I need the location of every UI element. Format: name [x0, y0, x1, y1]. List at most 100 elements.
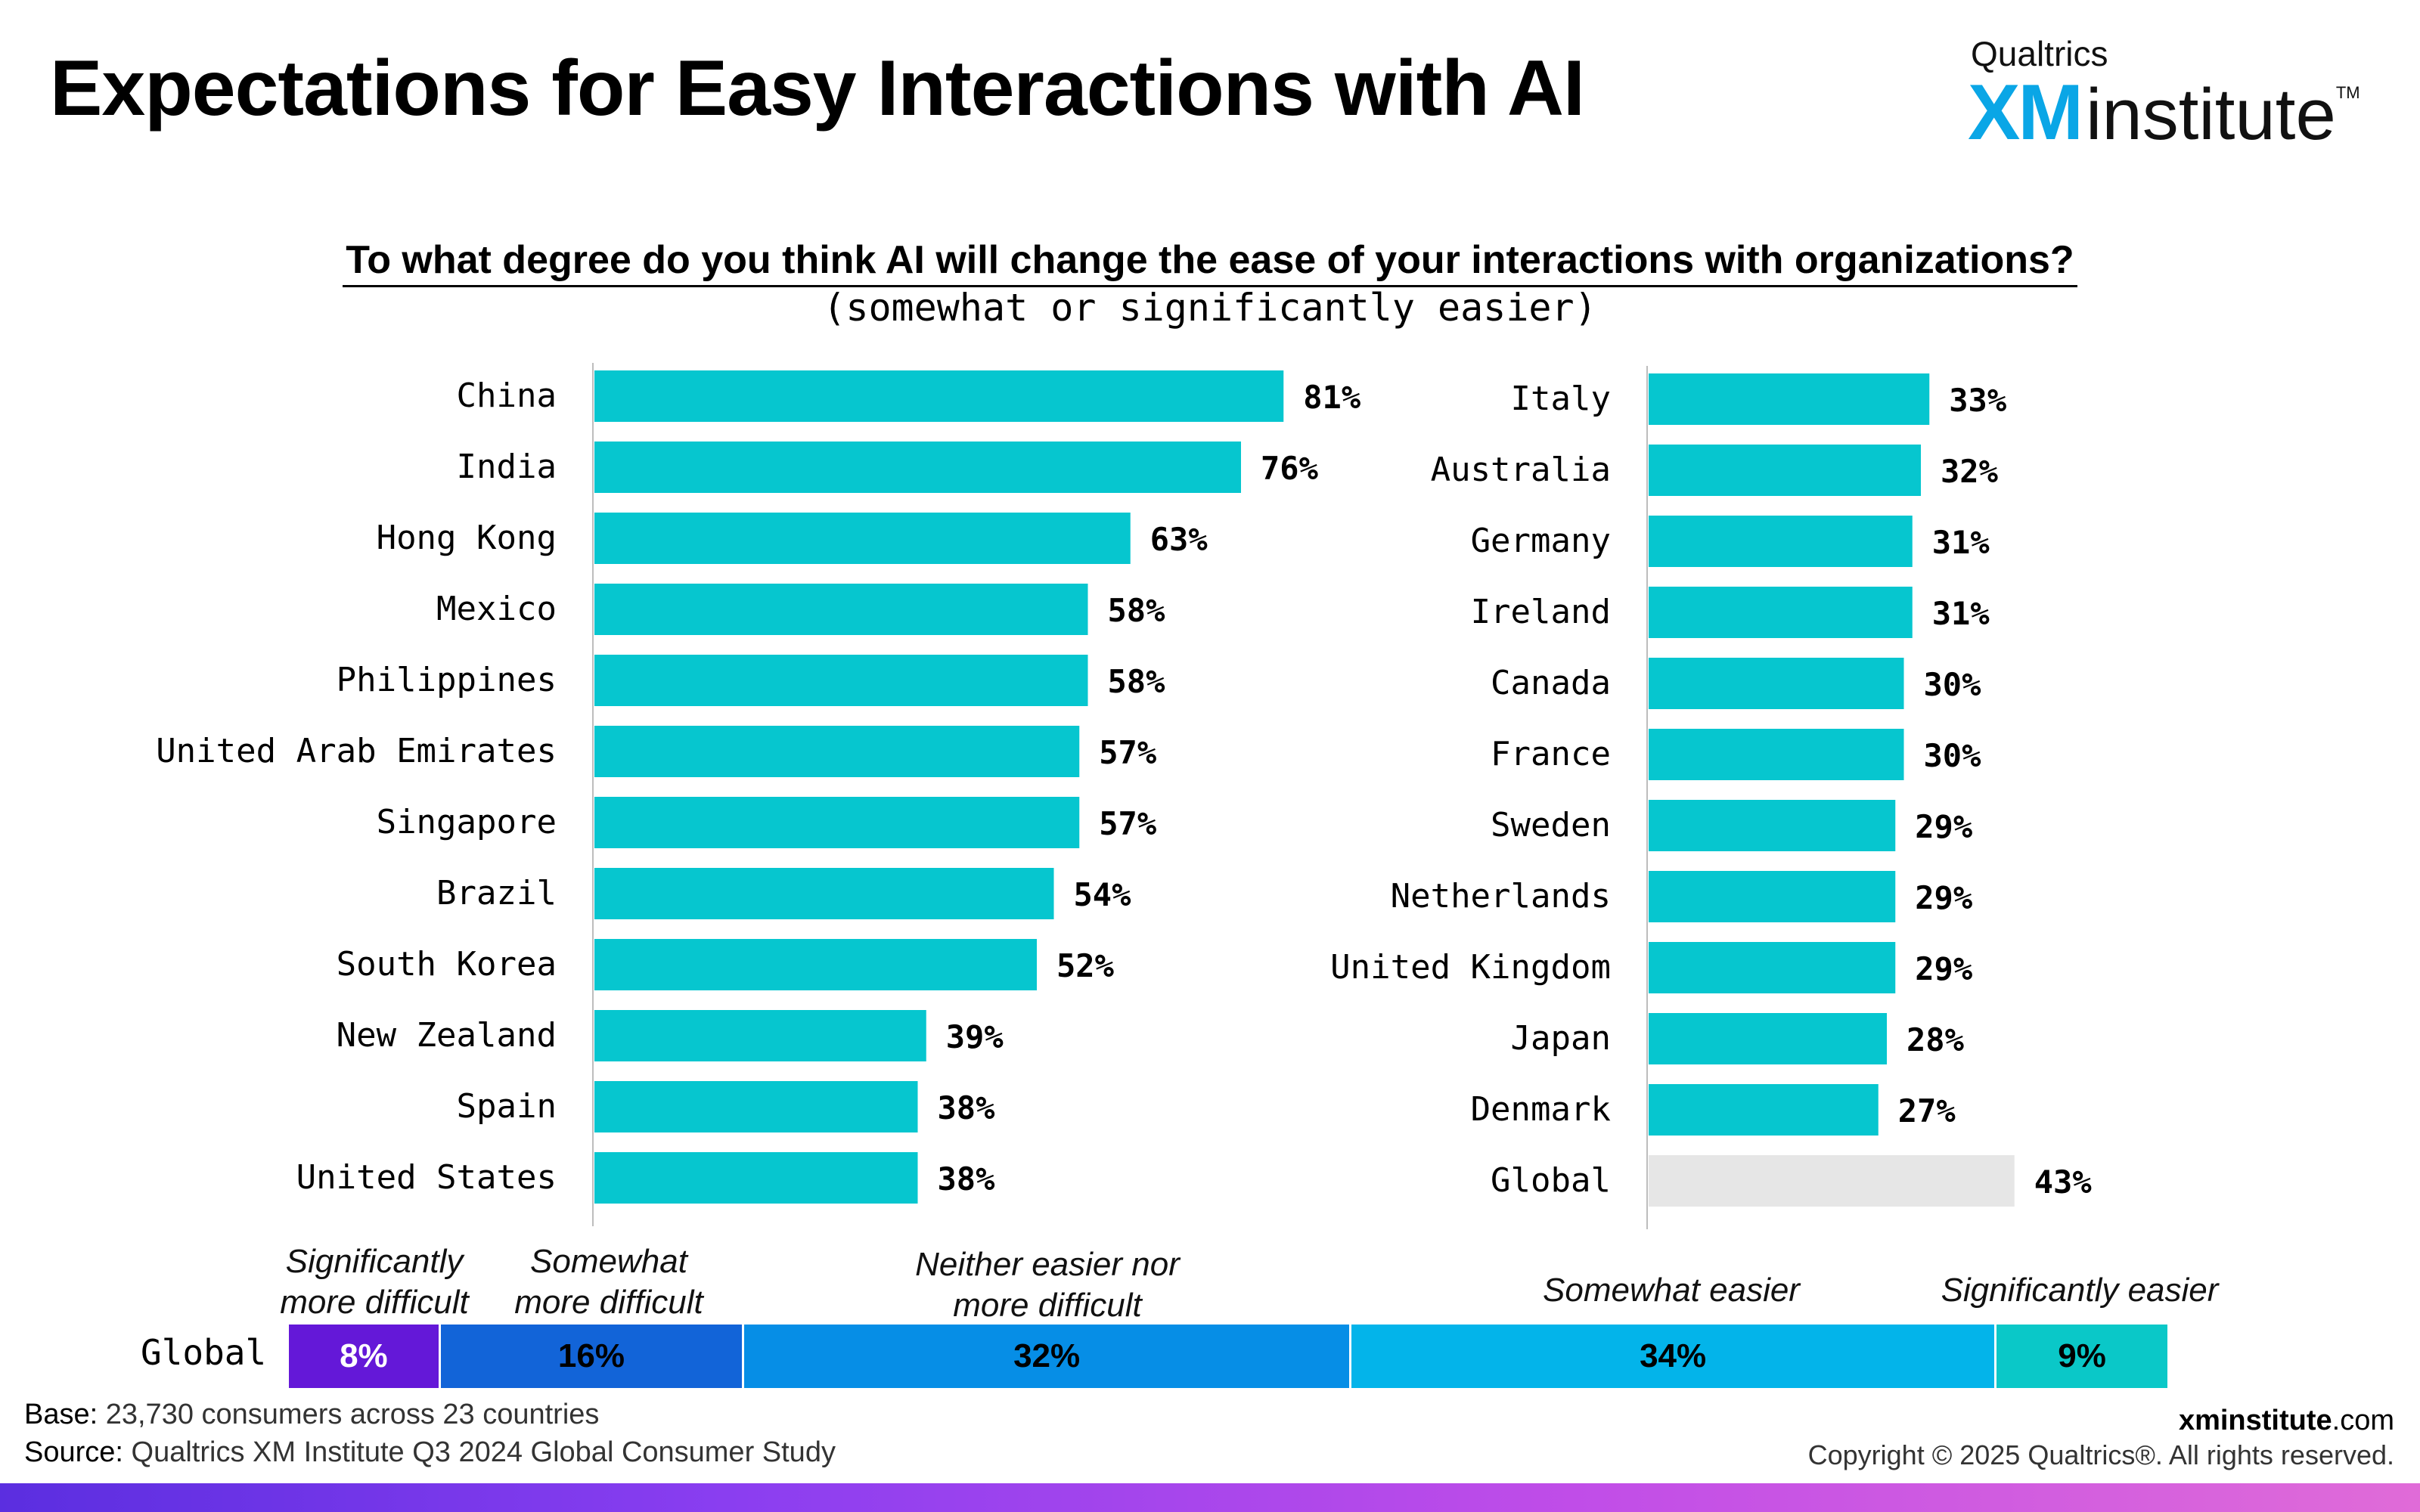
bar-germany	[1649, 516, 1913, 567]
bar-denmark	[1649, 1084, 1879, 1136]
data-label: 54%	[1074, 876, 1131, 913]
site-link[interactable]: xminstitute.com	[2178, 1405, 2394, 1436]
category-label: Japan	[1511, 1019, 1611, 1058]
category-label: Canada	[1491, 664, 1611, 702]
category-label: Spain	[457, 1087, 557, 1126]
source-key: Source:	[24, 1436, 123, 1468]
data-label: 43%	[2034, 1163, 2092, 1201]
data-label: 57%	[1099, 734, 1156, 771]
data-label: 57%	[1099, 805, 1156, 842]
bar-philippines	[594, 655, 1088, 706]
bottom-gradient-bar	[0, 1483, 2420, 1512]
data-label: 29%	[1915, 950, 1972, 987]
base-text: 23,730 consumers across 23 countries	[98, 1399, 600, 1430]
category-label: New Zealand	[337, 1016, 557, 1055]
logo-trademark: TM	[2335, 83, 2360, 102]
data-label: 58%	[1108, 663, 1165, 700]
bar-united-kingdom	[1649, 942, 1896, 993]
category-label: Italy	[1511, 380, 1611, 418]
bar-italy	[1649, 373, 1930, 425]
chart-question-text: To what degree do you think AI will chan…	[343, 238, 2077, 287]
data-label: 52%	[1056, 947, 1114, 984]
category-label: South Korea	[337, 945, 557, 984]
bar-spain	[594, 1081, 918, 1132]
data-label: 29%	[1915, 808, 1972, 845]
data-label: 32%	[1941, 453, 1998, 490]
source-text: Qualtrics XM Institute Q3 2024 Global Co…	[123, 1436, 836, 1468]
legend-some-easier: Somewhat easier	[1543, 1272, 1800, 1309]
bar-singapore	[594, 797, 1080, 848]
data-label: 63%	[1150, 521, 1208, 558]
category-label: Hong Kong	[377, 519, 557, 557]
data-label: 27%	[1898, 1092, 1956, 1129]
logo-xm: XM	[1968, 69, 2083, 156]
chart-question: To what degree do you think AI will chan…	[0, 237, 2420, 287]
category-label: Philippines	[337, 661, 557, 699]
stack-segment-significantly-easier: 9%	[1996, 1325, 2167, 1388]
data-label: 31%	[1932, 524, 1990, 561]
stacked-row-label: Global	[141, 1332, 267, 1373]
footer-right: xminstitute.com Copyright © 2025 Qualtri…	[1808, 1403, 2394, 1473]
bar-china	[594, 370, 1284, 422]
stack-segment-significantly-more-difficult: 8%	[289, 1325, 441, 1388]
data-label: 28%	[1907, 1021, 1964, 1058]
bar-new-zealand	[594, 1010, 926, 1061]
logo-institute: institute	[2086, 74, 2336, 155]
bar-ireland	[1649, 587, 1913, 638]
stack-segment-somewhat-easier: 34%	[1351, 1325, 1997, 1388]
footer-base-source: Base: 23,730 consumers across 23 countri…	[24, 1396, 836, 1471]
category-label: China	[457, 376, 557, 415]
base-key: Base:	[24, 1399, 98, 1430]
bar-brazil	[594, 868, 1054, 919]
data-label: 29%	[1915, 879, 1972, 916]
legend-some-difficult: Somewhat more difficult	[514, 1243, 703, 1321]
category-label: France	[1491, 735, 1611, 773]
data-label: 30%	[1924, 666, 1981, 703]
bar-india	[594, 442, 1241, 493]
stack-segment-somewhat-more-difficult: 16%	[440, 1325, 745, 1388]
category-label: United Arab Emirates	[156, 732, 557, 770]
data-label: 58%	[1108, 592, 1165, 629]
category-label: United States	[296, 1158, 557, 1197]
logo-qualtrics: Qualtrics	[1971, 34, 2108, 73]
category-label: Ireland	[1471, 593, 1611, 631]
data-label: 33%	[1949, 382, 2006, 419]
data-label: 81%	[1303, 379, 1360, 416]
bar-canada	[1649, 658, 1904, 709]
category-label: Global	[1491, 1161, 1611, 1200]
data-label: 39%	[946, 1018, 1004, 1055]
data-label: 30%	[1924, 737, 1981, 774]
xm-institute-logo: Qualtrics XMinstituteTM	[1951, 30, 2375, 156]
bar-france	[1649, 729, 1904, 780]
category-label: Australia	[1431, 451, 1611, 489]
stacked-bar-global: 8% 16% 32% 34% 9%	[289, 1325, 2167, 1388]
category-label: United Kingdom	[1330, 948, 1611, 987]
data-label: 38%	[938, 1160, 995, 1198]
category-label: Netherlands	[1391, 877, 1611, 916]
category-label: Denmark	[1471, 1090, 1611, 1129]
bar-south-korea	[594, 939, 1037, 990]
legend-neither: Neither easier nor more difficult	[915, 1246, 1180, 1324]
data-label: 38%	[938, 1089, 995, 1126]
bar-united-arab-emirates	[594, 726, 1080, 777]
bar-global	[1649, 1155, 2015, 1207]
category-label: Singapore	[377, 803, 557, 841]
bar-japan	[1649, 1013, 1887, 1064]
data-label: 76%	[1261, 450, 1318, 487]
bar-mexico	[594, 584, 1088, 635]
legend-sig-difficult: Significantly more difficult	[280, 1243, 469, 1321]
page-title: Expectations for Easy Interactions with …	[50, 45, 1585, 132]
bar-netherlands	[1649, 871, 1896, 922]
bar-united-states	[594, 1152, 918, 1204]
bar-sweden	[1649, 800, 1896, 851]
copyright: Copyright © 2025 Qualtrics®. All rights …	[1807, 1439, 2394, 1470]
chart-question-subtitle: (somewhat or significantly easier)	[823, 286, 1597, 330]
category-label: Mexico	[436, 590, 557, 628]
category-label: Brazil	[436, 874, 557, 912]
category-label: India	[457, 448, 557, 486]
legend-sig-easier: Significantly easier	[1941, 1272, 2219, 1309]
stack-segment-neither-easier-nor-more-difficult: 32%	[744, 1325, 1352, 1388]
category-label: Sweden	[1491, 806, 1611, 844]
bar-australia	[1649, 445, 1921, 496]
bar-hong-kong	[594, 513, 1131, 564]
